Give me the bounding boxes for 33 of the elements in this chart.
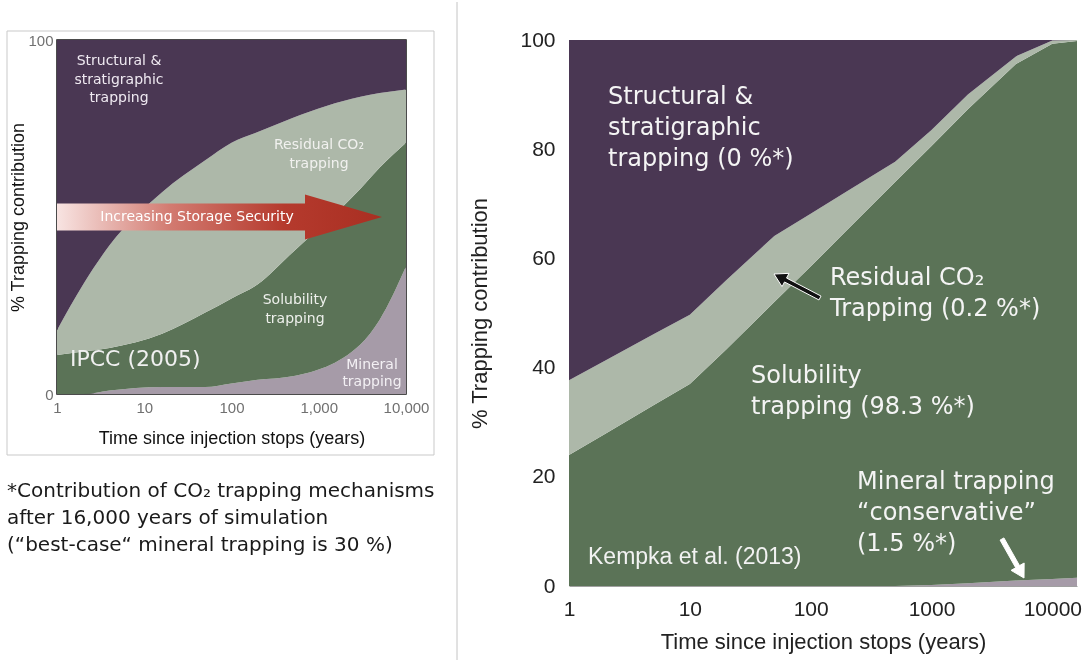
- x-tick-label: 100: [793, 596, 829, 620]
- y-axis-title: % Trapping contribution: [8, 122, 29, 313]
- annotation: Solubility trapping: [262, 291, 328, 326]
- annotation: Mineral trapping “conservative” (1.5 %*): [857, 467, 1055, 557]
- annotation: Mineral trapping: [342, 356, 402, 389]
- y-tick-label: 60: [532, 245, 556, 269]
- x-tick-label: 10,000: [383, 398, 430, 416]
- annotation: Kempka et al. (2013): [588, 543, 802, 569]
- annotation: Solubility trapping (98.3 %*): [751, 361, 975, 420]
- y-axis-title: % Trapping contribution: [467, 197, 493, 430]
- annotation: IPCC (2005): [70, 346, 201, 371]
- x-tick-label: 10: [678, 596, 703, 620]
- y-tick-label: 0: [45, 385, 54, 403]
- annotation: Residual CO₂ trapping: [274, 136, 364, 171]
- x-axis-title: Time since injection stops (years): [660, 628, 987, 654]
- y-tick-label: 80: [532, 136, 556, 160]
- y-tick-label: 20: [532, 464, 556, 488]
- y-tick-label: 40: [532, 355, 556, 379]
- annotation: Increasing Storage Security: [100, 208, 294, 224]
- y-tick-label: 100: [520, 27, 556, 51]
- x-tick-label: 10000: [1023, 596, 1083, 620]
- y-tick-label: 0: [543, 573, 556, 597]
- x-tick-label: 1,000: [300, 398, 339, 416]
- x-tick-label: 1000: [908, 596, 956, 620]
- x-tick-label: 10: [136, 398, 154, 416]
- x-tick-label: 100: [219, 398, 245, 416]
- annotation: Residual CO₂ Trapping (0.2 %*): [829, 263, 1041, 322]
- text: *Contribution of CO₂ trapping mechanisms after 16,000 years of simulation (“best-case“ mineral trapping is 30 %): [7, 478, 435, 556]
- annotation: Structural & stratigraphic trapping (0 %*): [608, 82, 794, 172]
- x-axis-title: Time since injection stops (years): [98, 427, 366, 448]
- x-tick-label: 1: [563, 596, 576, 620]
- annotation: Structural & stratigraphic trapping: [74, 52, 164, 105]
- x-tick-label: 1: [53, 398, 62, 416]
